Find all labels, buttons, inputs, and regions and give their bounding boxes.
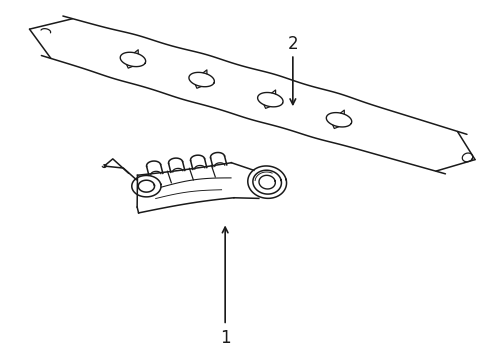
Text: 1: 1 bbox=[220, 329, 230, 347]
Text: 2: 2 bbox=[287, 35, 298, 53]
